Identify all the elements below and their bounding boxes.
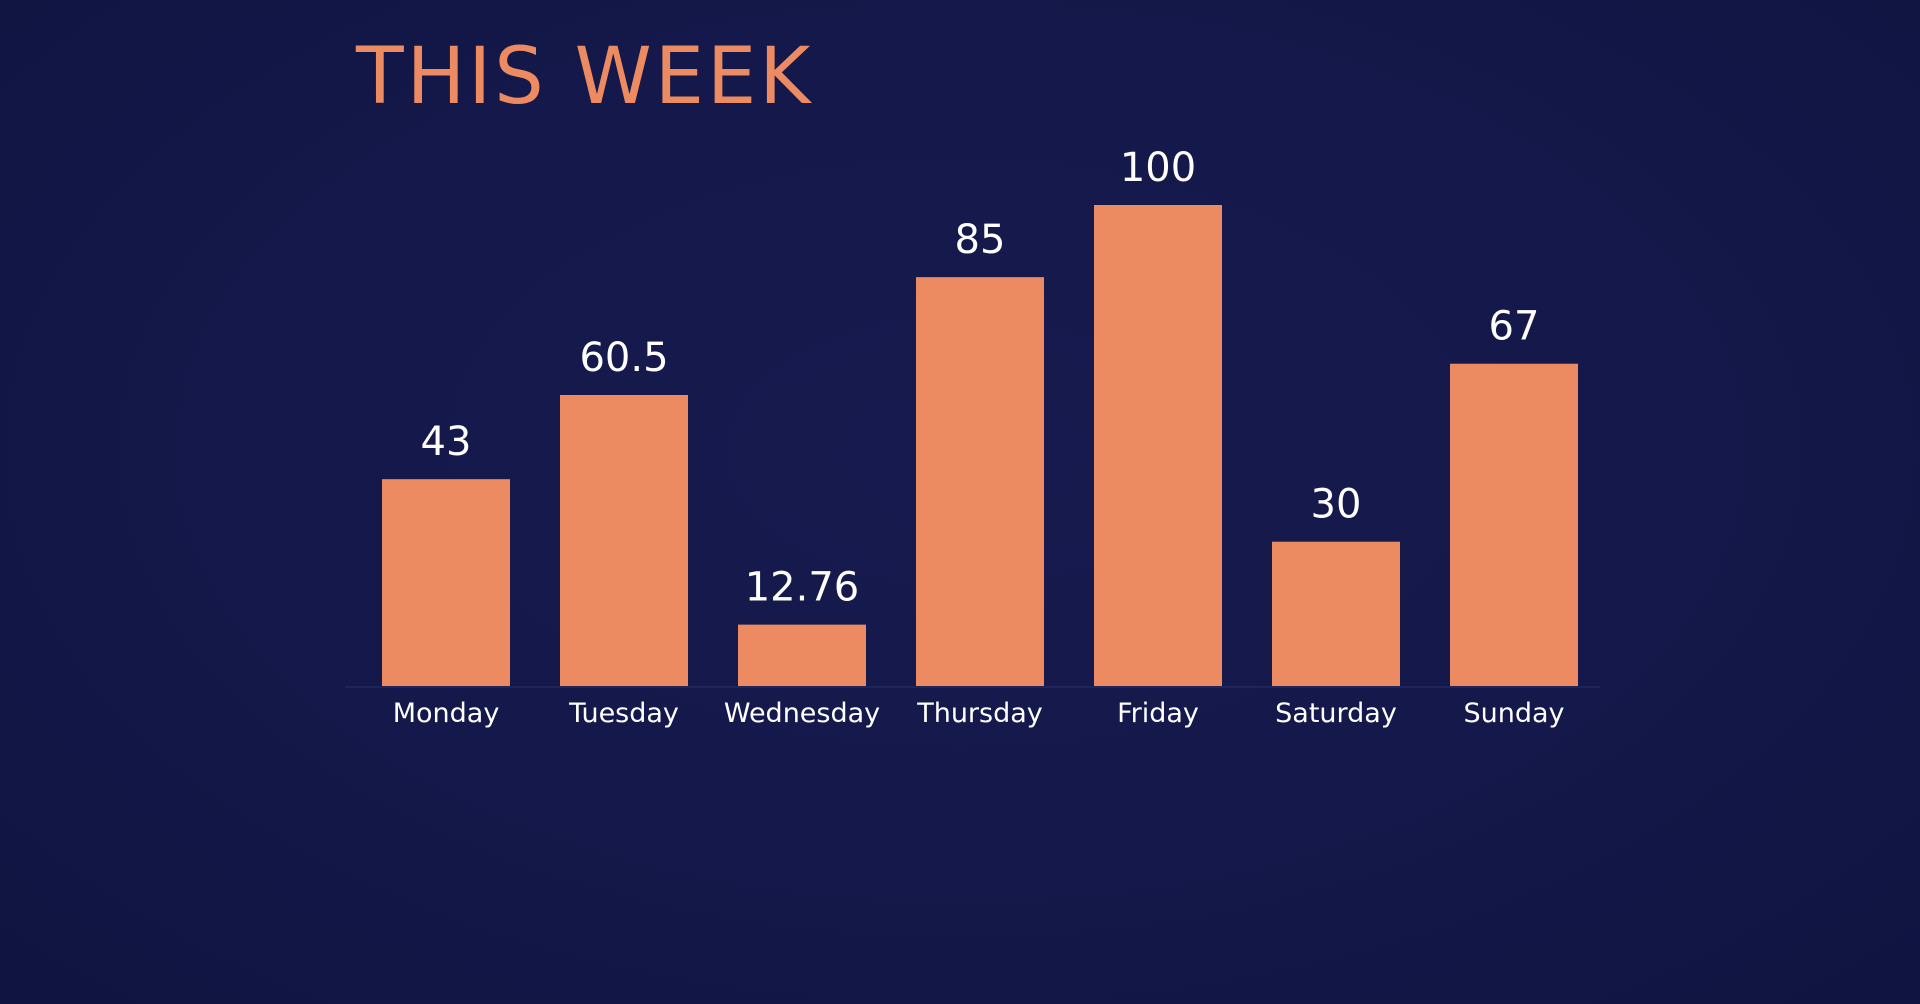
bar-wednesday [738,624,866,686]
data-labels-layer: 43 60.5 12.76 85 100 30 67 [421,145,1540,611]
data-label-friday: 100 [1120,145,1196,191]
x-tick-label-friday: Friday [1117,698,1199,729]
data-label-saturday: 30 [1311,482,1362,528]
x-tick-label-tuesday: Tuesday [568,698,679,729]
bar-sunday [1450,363,1578,686]
page-title: THIS WEEK [356,32,814,122]
bar-friday [1094,205,1222,686]
data-label-thursday: 85 [955,217,1006,263]
data-label-monday: 43 [421,419,472,465]
x-tick-label-monday: Monday [393,698,500,729]
x-tick-labels-layer: Monday Tuesday Wednesday Thursday Friday Satu… [393,698,1565,729]
bar-monday [382,479,510,686]
bars-layer [382,205,1578,686]
data-label-tuesday: 60.5 [579,335,668,381]
x-tick-label-sunday: Sunday [1463,698,1564,729]
bar-thursday [916,277,1044,686]
bar-tuesday [560,394,688,686]
x-tick-label-wednesday: Wednesday [724,698,880,729]
data-label-sunday: 67 [1489,304,1540,350]
x-tick-label-saturday: Saturday [1275,698,1397,729]
bar-saturday [1272,541,1400,686]
x-tick-label-thursday: Thursday [916,698,1043,729]
data-label-wednesday: 12.76 [745,565,860,611]
